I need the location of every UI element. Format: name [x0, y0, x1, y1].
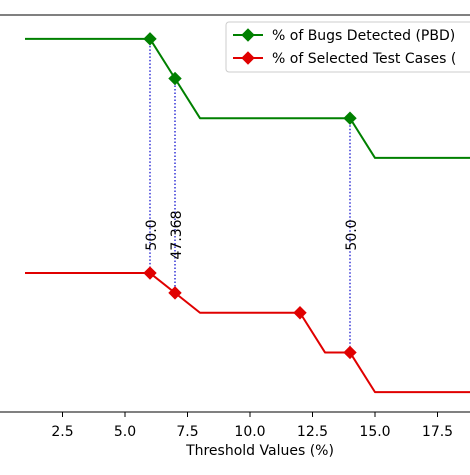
series-1-marker-0	[143, 266, 157, 280]
series-0-marker-1	[168, 71, 182, 86]
x-tick-label-4: 12.5	[297, 424, 328, 440]
legend: % of Bugs Detected (PBD) % of Selected Te…	[225, 21, 470, 73]
legend-label-0: % of Bugs Detected (PBD)	[272, 28, 455, 44]
annotation-value-label-1: 47.368	[169, 211, 185, 260]
series-lines	[25, 37, 470, 394]
series-0-marker-0	[143, 32, 157, 46]
legend-marker-1	[241, 51, 255, 65]
annotation-value-label-2: 50.0	[344, 219, 360, 250]
axes: 2.5 5.0 7.5 10.0 12.5 15.0 17.5	[0, 14, 470, 440]
x-tick-label-1: 5.0	[114, 424, 136, 440]
x-axis-label: Threshold Values (%)	[185, 443, 334, 459]
series-0-marker-2	[343, 111, 357, 125]
annotation-labels: 50.0 47.368 50.0	[144, 211, 360, 260]
annotation-lines	[149, 38, 351, 353]
x-tick-label-6: 17.5	[422, 424, 453, 440]
x-tick-label-5: 15.0	[359, 424, 390, 440]
series-1-marker-2	[293, 306, 307, 320]
legend-box	[225, 21, 470, 73]
series-1-marker-1	[168, 286, 182, 300]
legend-label-1: % of Selected Test Cases (	[272, 51, 456, 67]
annotation-value-label-0: 50.0	[144, 219, 160, 250]
x-tick-label-2: 7.5	[176, 424, 198, 440]
x-tick-label-0: 2.5	[51, 424, 73, 440]
series-1-marker-3	[343, 345, 357, 360]
series-markers	[143, 32, 357, 360]
x-tick-label-3: 10.0	[234, 424, 265, 440]
series-line-1	[25, 272, 470, 394]
legend-marker-0	[241, 28, 255, 42]
